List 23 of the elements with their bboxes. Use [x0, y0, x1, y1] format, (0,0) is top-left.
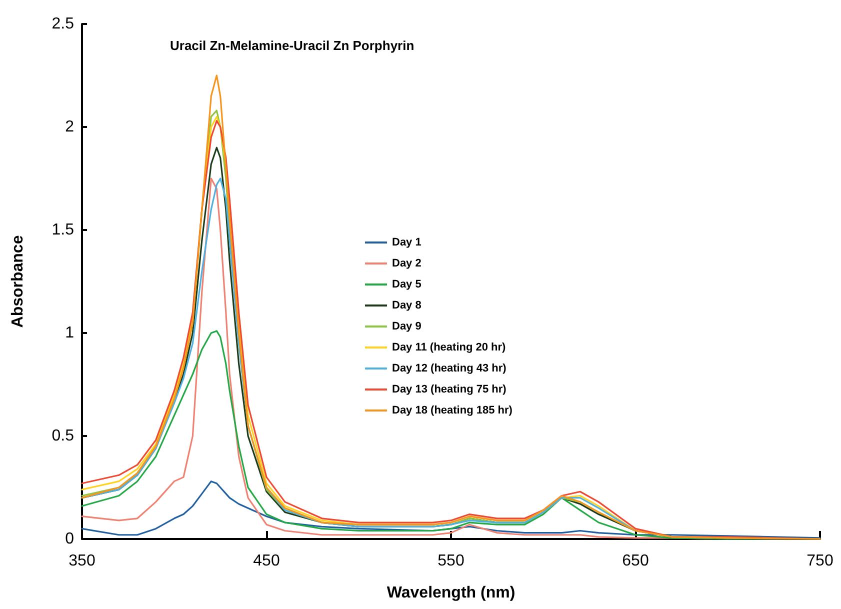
legend-label: Day 11 (heating 20 hr): [392, 342, 506, 354]
x-axis-title: Wavelength (nm): [386, 584, 516, 602]
x-tick-label: 450: [253, 552, 280, 570]
legend-label: Day 8: [392, 300, 422, 312]
legend-label: Day 12 (heating 43 hr): [392, 362, 507, 374]
legend-label: Day 13 (heating 75 hr): [392, 384, 507, 396]
legend-label: Day 9: [392, 320, 422, 332]
text: Uracil Zn-Melamine-Uracil Zn Porphyrin: [170, 38, 414, 53]
y-tick-label: 2.5: [52, 16, 74, 32]
x-tick-label: 350: [68, 552, 96, 570]
y-tick-label: 2: [65, 118, 74, 136]
y-axis-title: Absorbance: [10, 235, 26, 328]
legend-label: Day 5: [392, 278, 422, 290]
legend-label: Day 1: [392, 236, 422, 248]
x-tick-label: 650: [622, 552, 649, 570]
y-tick-label: 0: [65, 530, 74, 548]
y-tick-label: 0.5: [52, 428, 74, 444]
x-tick-label: 750: [806, 552, 834, 570]
legend-label: Day 2: [392, 258, 422, 270]
y-tick-label: 1: [65, 324, 74, 342]
y-tick-label: 1.5: [52, 222, 74, 238]
x-tick-label: 550: [438, 552, 464, 570]
legend-label: Day 18 (heating 185 hr): [392, 404, 513, 416]
